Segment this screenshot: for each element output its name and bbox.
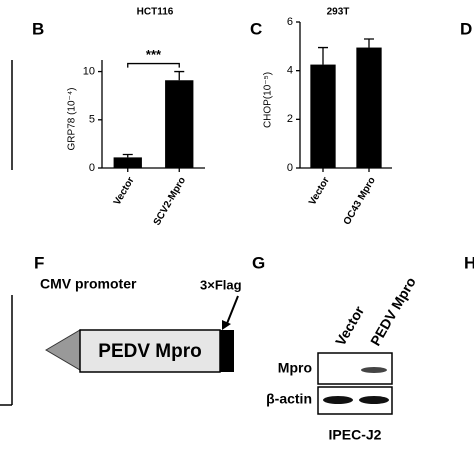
y-tick-label: 6 [287, 16, 293, 28]
error-bar [318, 46, 328, 65]
x-tick-label: SCV2-Mpro [152, 175, 188, 227]
band [361, 367, 387, 373]
bar [310, 64, 336, 168]
panel-label: G [252, 253, 265, 272]
tag-box [220, 330, 234, 372]
bar [113, 157, 142, 168]
significance-label: *** [146, 47, 162, 62]
panel-label: B [32, 19, 44, 38]
error-bar [174, 70, 185, 81]
chart-title: HCT116 [137, 7, 174, 18]
x-tick-label: OC43 Mpro [342, 175, 378, 227]
y-axis-label: GRP78 (10⁻⁴) [67, 88, 78, 151]
tag-label: 3×Flag [200, 277, 242, 292]
chart-title: 293T [327, 7, 350, 18]
y-tick-label: 0 [89, 162, 95, 174]
x-tick-label: Vector [112, 175, 137, 207]
gene-label: PEDV Mpro [98, 341, 201, 362]
promoter-label: CMV promoter [40, 276, 137, 292]
y-tick-label: 10 [83, 65, 95, 77]
y-tick-label: 2 [287, 113, 293, 125]
x-tick-label: Vector [307, 175, 332, 207]
lane-label: Vector [332, 303, 368, 349]
panel-label: C [250, 19, 262, 38]
significance-bracket [127, 62, 180, 68]
band [359, 396, 389, 404]
y-tick-label: 5 [89, 114, 95, 126]
band [323, 396, 353, 404]
row-label: β-actin [266, 391, 312, 407]
arrow [225, 295, 239, 327]
y-tick-label: 0 [287, 162, 293, 174]
cell-line: IPEC-J2 [329, 427, 382, 443]
gene-box [79, 329, 221, 373]
panel-label: F [34, 253, 44, 272]
bar [356, 47, 382, 168]
y-axis-label: CHOP(10⁻⁵) [263, 72, 274, 128]
panel-label: D [460, 19, 472, 38]
row-label: Mpro [278, 360, 312, 376]
panel-label: H [464, 253, 474, 272]
error-bar [364, 38, 374, 48]
arrow-head [222, 320, 231, 330]
bar [165, 80, 194, 168]
y-tick-label: 4 [287, 65, 293, 77]
promoter-shape [45, 329, 81, 371]
lane-label: PEDV Mpro [367, 274, 419, 348]
error-bar [122, 153, 133, 158]
